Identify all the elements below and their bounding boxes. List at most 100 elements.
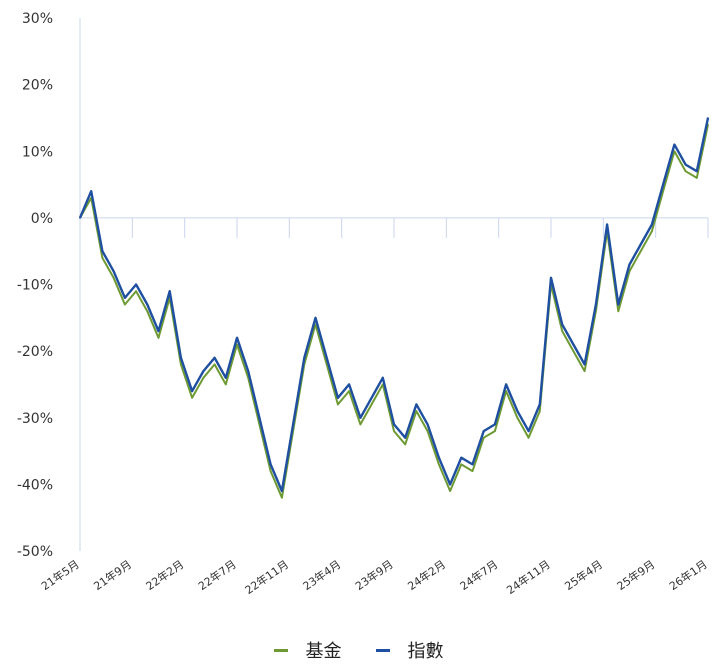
data-point-index <box>314 317 317 319</box>
data-point-fund <box>202 376 205 379</box>
y-tick-label: -10% <box>17 278 53 294</box>
data-point-fund <box>482 436 485 439</box>
data-point-index <box>303 356 306 359</box>
data-point-index <box>112 270 115 272</box>
data-point-index <box>370 396 373 399</box>
data-point-index <box>281 490 283 492</box>
data-point-index <box>124 297 126 299</box>
data-point-fund <box>505 390 507 392</box>
data-point-index <box>583 363 586 366</box>
data-point-fund <box>572 350 575 352</box>
x-tick-label: 22年7月 <box>195 557 238 593</box>
x-tick-label: 24年7月 <box>457 557 500 593</box>
x-tick-label: 21年5月 <box>38 557 81 593</box>
series-layer <box>78 117 710 499</box>
data-point-index <box>471 463 474 466</box>
data-point-index <box>135 283 137 286</box>
data-point-index <box>673 143 676 146</box>
data-point-fund <box>370 403 373 406</box>
data-point-fund <box>157 337 160 339</box>
data-point-index <box>538 403 541 406</box>
data-point-index <box>494 423 496 426</box>
data-point-index <box>90 190 93 193</box>
data-point-index <box>516 410 519 412</box>
data-point-index <box>639 243 642 246</box>
data-point-fund <box>191 396 193 399</box>
data-point-index <box>505 383 507 386</box>
x-tick-label: 24年2月 <box>405 557 448 593</box>
data-point-fund <box>112 277 115 279</box>
data-point-index <box>695 170 698 173</box>
data-point-index <box>325 356 328 359</box>
data-point-fund <box>662 190 664 193</box>
data-point-index <box>449 483 451 486</box>
y-tick-label: -40% <box>17 477 53 493</box>
data-point-fund <box>684 170 687 173</box>
legend: 基金 指數 <box>0 638 717 662</box>
data-point-index <box>404 436 407 439</box>
data-point-fund <box>314 323 317 326</box>
data-point-fund <box>146 310 149 312</box>
x-tick-label: 26年1月 <box>666 557 709 593</box>
data-point-fund <box>236 343 238 346</box>
data-point-index <box>527 430 530 432</box>
data-point-fund <box>651 230 653 232</box>
legend-item-fund[interactable]: 基金 <box>273 637 342 663</box>
data-point-index <box>348 383 350 386</box>
data-point-index <box>393 423 395 426</box>
legend-label-index: 指數 <box>407 641 444 662</box>
series-line-index <box>78 117 710 493</box>
data-point-fund <box>359 423 362 426</box>
data-point-index <box>180 356 182 359</box>
data-point-fund <box>281 496 283 499</box>
data-point-index <box>572 343 575 346</box>
data-point-fund <box>213 363 216 366</box>
y-tick-label: -50% <box>17 544 53 560</box>
data-point-index <box>337 396 339 399</box>
y-axis: 30% 20% 10% 0% -10% -20% -30% -40% -50% <box>17 11 81 560</box>
legend-swatch-fund <box>273 648 288 652</box>
data-point-fund <box>516 416 519 419</box>
data-point-fund <box>124 303 126 306</box>
x-tick-label: 24年11月 <box>504 557 553 597</box>
data-point-index <box>146 303 149 306</box>
data-point-index <box>426 423 429 426</box>
data-point-index <box>224 376 227 379</box>
data-point-index <box>595 303 597 306</box>
data-point-index <box>191 390 193 392</box>
data-point-index <box>247 370 250 372</box>
data-point-index <box>236 337 238 339</box>
data-point-index <box>550 277 552 279</box>
data-point-fund <box>224 383 227 386</box>
data-point-fund <box>460 463 463 466</box>
data-point-fund <box>561 330 564 332</box>
data-point-fund <box>404 443 407 446</box>
data-point-index <box>662 183 664 186</box>
data-point-index <box>460 456 463 459</box>
data-point-index <box>561 323 564 326</box>
data-point-fund <box>639 250 642 252</box>
data-point-index <box>415 403 418 406</box>
data-point-index <box>606 223 608 226</box>
data-point-fund <box>494 430 496 432</box>
data-point-fund <box>673 150 676 153</box>
data-point-fund <box>617 310 620 312</box>
x-tick-label: 22年11月 <box>242 557 291 597</box>
data-point-index <box>359 416 362 419</box>
data-point-fund <box>471 470 474 472</box>
data-point-index <box>482 430 485 432</box>
legend-swatch-index <box>375 648 390 652</box>
data-point-index <box>101 250 104 252</box>
x-tick-label: 25年9月 <box>614 557 657 593</box>
x-tick-label: 23年4月 <box>300 557 343 593</box>
x-tick-label: 23年9月 <box>352 557 395 593</box>
data-point-fund <box>695 177 698 179</box>
legend-item-index[interactable]: 指數 <box>375 637 444 663</box>
data-point-index <box>79 217 81 219</box>
data-point-fund <box>325 363 328 366</box>
data-point-index <box>707 117 709 119</box>
data-point-fund <box>449 490 451 492</box>
y-tick-label: 30% <box>22 11 53 27</box>
data-point-fund <box>348 390 350 392</box>
